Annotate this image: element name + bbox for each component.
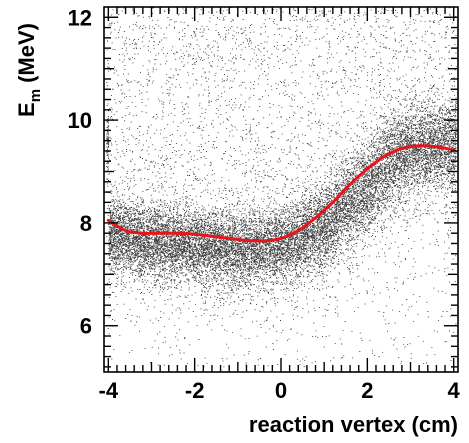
x-tick-label: 0 bbox=[275, 378, 287, 403]
y-axis-subscript: m bbox=[27, 89, 44, 102]
fit-curve-line bbox=[106, 144, 456, 243]
x-axis-title: reaction vertex (cm) bbox=[249, 412, 458, 437]
y-tick-label: 8 bbox=[80, 211, 92, 236]
y-axis-symbol: E bbox=[14, 102, 39, 117]
y-tick-label: 6 bbox=[80, 314, 92, 339]
scatter-point-cloud bbox=[106, 6, 457, 368]
x-tick-label: 4 bbox=[448, 378, 461, 403]
x-tick-label: -2 bbox=[185, 378, 205, 403]
fit-curve bbox=[106, 144, 456, 243]
x-tick-label: 2 bbox=[361, 378, 373, 403]
tick-labels: -4 -2 0 2 4 6 8 10 12 bbox=[68, 5, 461, 403]
scatter-points bbox=[106, 6, 457, 368]
axis-ticks bbox=[104, 7, 458, 372]
y-tick-label: 10 bbox=[68, 108, 92, 133]
y-axis-unit: (MeV) bbox=[14, 23, 39, 83]
y-tick-label: 12 bbox=[68, 5, 92, 30]
y-axis-title: Em (MeV) bbox=[14, 23, 44, 117]
plot-frame bbox=[103, 6, 459, 373]
x-tick-label: -4 bbox=[99, 378, 119, 403]
